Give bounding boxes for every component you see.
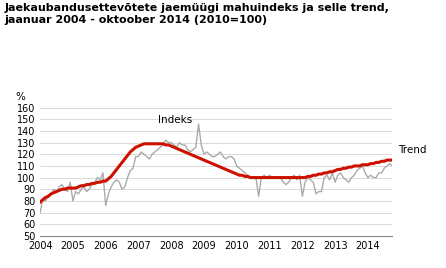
Text: Trend: Trend bbox=[398, 145, 426, 155]
Text: Indeks: Indeks bbox=[158, 115, 192, 125]
Text: %: % bbox=[16, 92, 25, 102]
Text: Jaekaubandusettevõtete jaemüügi mahuindeks ja selle trend,
jaanuar 2004 - oktoob: Jaekaubandusettevõtete jaemüügi mahuinde… bbox=[4, 3, 389, 25]
